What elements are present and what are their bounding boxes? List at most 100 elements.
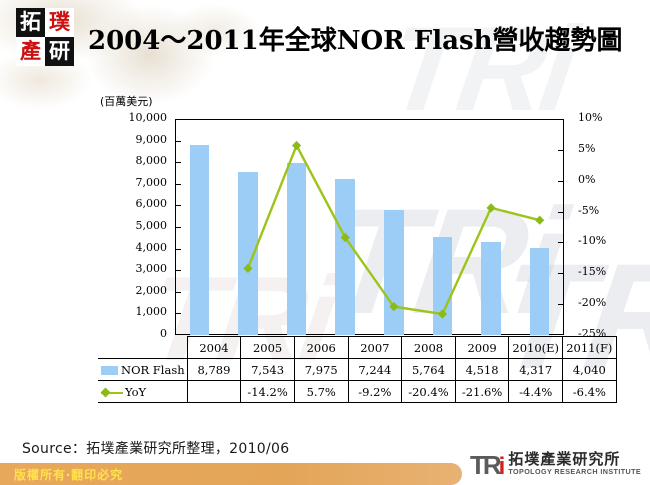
y-axis-left-tick-label: 1,000 <box>135 305 168 319</box>
table-header-2008: 2008 <box>401 336 456 359</box>
yoy-marker-2007 <box>340 232 350 243</box>
tri-wordmark: TRi <box>470 452 505 480</box>
y-axis-left-tick-label: 2,000 <box>135 283 168 297</box>
y-axis-right-tick <box>558 273 564 275</box>
tri-name-en: TOPOLOGY RESEARCH INSTITUTE <box>508 467 642 476</box>
y-axis-right-tick <box>558 304 564 306</box>
y-axis-left-tick-label: 10,000 <box>128 111 168 124</box>
y-axis-left-tick-label: 8,000 <box>135 154 168 168</box>
y-axis-left-tick <box>175 205 181 207</box>
table-header-2011(F): 2011(F) <box>562 336 617 359</box>
table-header-2010(E): 2010(E) <box>508 336 564 359</box>
chart-unit-label: (百萬美元) <box>100 95 153 108</box>
legend-label: NOR Flash <box>121 362 185 377</box>
table-header-2007: 2007 <box>347 336 403 359</box>
data-table: 2004 2005 2006 2007 2008 2009 2010(E) 2011(F) N… <box>98 336 617 403</box>
y-axis-left-tick <box>175 270 181 272</box>
y-axis-right-tick-label: 10% <box>578 111 603 124</box>
y-axis-left-tick <box>175 140 181 142</box>
y-axis-right-tick-label: -10% <box>578 234 607 248</box>
y-axis-left-tick-label: 6,000 <box>135 197 168 211</box>
corner-logo-char-2: 璞 <box>45 8 74 37</box>
table-header-2009: 2009 <box>454 336 510 359</box>
y-axis-left-tick-label: 5,000 <box>135 219 168 232</box>
table-row: YoY -14.2% 5.7% -9.2% -20.4% -21.6% -4.4% -6.4% <box>98 380 617 403</box>
legend-line-icon <box>101 388 123 398</box>
table-corner-cell <box>98 337 187 359</box>
plot-frame <box>175 119 564 335</box>
table-header-2006: 2006 <box>293 336 349 359</box>
yoy-marker-2009 <box>437 309 448 319</box>
y-axis-right-tick-label: 5% <box>578 141 596 155</box>
legend-label: YoY <box>125 384 147 399</box>
table-cell: -20.4% <box>401 380 456 403</box>
y-axis-left-tick-label: 3,000 <box>135 262 168 276</box>
table-cell: 5.7% <box>293 380 349 403</box>
table-cell: -6.4% <box>562 380 617 403</box>
table-header-2005: 2005 <box>240 336 295 359</box>
corner-logo-char-1: 拓 <box>16 8 45 37</box>
y-axis-right-tick <box>558 149 564 151</box>
legend-cell-nor-flash: NOR Flash <box>98 358 188 381</box>
y-axis-right-tick <box>558 180 564 182</box>
y-axis-left-tick <box>175 291 181 293</box>
table-row: NOR Flash 8,789 7,543 7,975 7,244 5,764 4,518 4… <box>98 358 617 381</box>
table-cell: -21.6% <box>454 380 510 403</box>
bar-2007 <box>335 178 355 335</box>
copyright-notice: 版權所有‧翻印必究 <box>14 468 124 482</box>
y-axis-right-tick <box>558 211 564 213</box>
yoy-line-path <box>246 142 540 316</box>
y-axis-left-tick-label: 4,000 <box>135 240 168 254</box>
y-axis-left-tick <box>175 227 181 228</box>
table-cell: -4.4% <box>508 380 564 403</box>
y-axis-left-tick-label: 9,000 <box>135 132 168 146</box>
bar-2008 <box>384 210 404 335</box>
y-axis-right-tick <box>558 242 564 244</box>
tri-wordmark-i: i <box>498 453 505 480</box>
bar-2010(E) <box>481 241 501 335</box>
yoy-marker-2010(E) <box>486 203 496 213</box>
y-axis-right-tick-label: -5% <box>578 203 600 217</box>
table-cell <box>186 380 242 403</box>
yoy-marker-2005 <box>243 263 253 273</box>
y-axis-left-tick <box>175 183 181 185</box>
bar-2011(F) <box>529 247 550 335</box>
corner-logo-char-3: 產 <box>16 37 45 66</box>
watermark-tri-1: TRi <box>318 177 572 345</box>
bar-2006 <box>286 162 307 335</box>
tri-name-cn: 拓墣產業研究所 <box>508 450 621 468</box>
table-cell: 4,317 <box>508 358 564 381</box>
table-header-2004: 2004 <box>186 336 242 359</box>
y-axis-left-tick <box>175 248 181 250</box>
tri-nametext: 拓墣產業研究所 TOPOLOGY RESEARCH INSTITUTE <box>508 450 642 476</box>
table-cell: 7,244 <box>347 358 403 381</box>
y-axis-left-tick <box>175 313 181 315</box>
bar-2009 <box>432 237 453 335</box>
legend-swatch-icon <box>101 366 118 375</box>
y-axis-left-tick <box>175 162 181 164</box>
bar-2004 <box>189 145 210 335</box>
table-header-row: 2004 2005 2006 2007 2008 2009 2010(E) 2011(F) <box>98 336 617 359</box>
y-axis-left-tick-label: 7,000 <box>135 175 168 189</box>
legend-cell-yoy: YoY <box>98 380 188 403</box>
bar-2005 <box>238 172 258 335</box>
source-note: Source：拓墣產業研究所整理，2010/06 <box>22 441 290 457</box>
table-cell: 7,543 <box>240 358 295 381</box>
footer-bar: 版權所有‧翻印必究 <box>0 463 462 485</box>
page-title: 2004～2011年全球NOR Flash營收趨勢圖 <box>88 26 623 56</box>
table-cell: 4,040 <box>562 358 617 381</box>
yoy-marker-2006 <box>291 140 302 151</box>
y-axis-right-tick-label: 0% <box>578 172 596 186</box>
table-cell: -9.2% <box>347 380 403 403</box>
yoy-marker-2011(F) <box>535 215 545 225</box>
table-cell: 7,975 <box>293 358 349 381</box>
tri-brand-logo: TRi 拓墣產業研究所 TOPOLOGY RESEARCH INSTITUTE <box>470 452 641 480</box>
table-cell: 4,518 <box>454 358 510 381</box>
y-axis-right-tick-label: -15% <box>578 265 607 279</box>
table-cell: 5,764 <box>401 358 456 381</box>
y-axis-right-tick-label: -20% <box>578 296 607 310</box>
corner-logo-char-4: 研 <box>45 37 74 66</box>
